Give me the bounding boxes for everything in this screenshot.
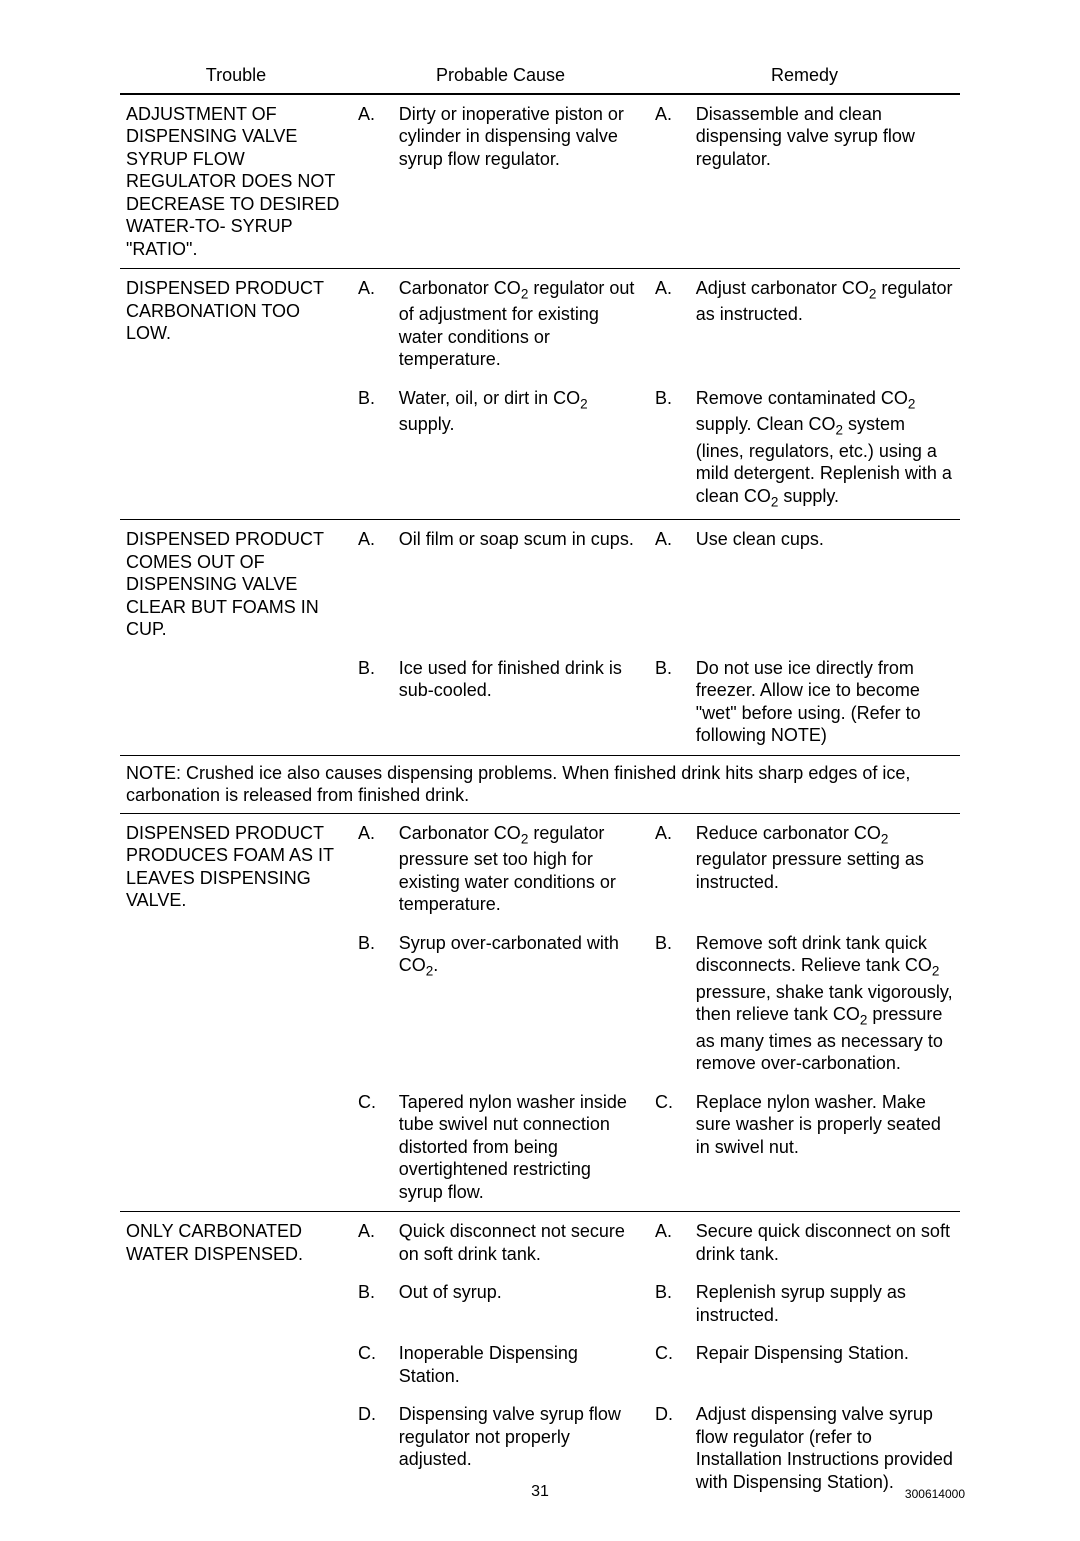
cause-cell: Carbonator CO2 regulator out of adjustme…: [393, 269, 649, 379]
cause-letter: B.: [352, 649, 393, 756]
table-row: DISPENSED PRODUCT COMES OUT OF DISPENSIN…: [120, 520, 960, 649]
cause-cell: Water, oil, or dirt in CO2 supply.: [393, 379, 649, 520]
table-row: B.Syrup over-carbonated with CO2.B.Remov…: [120, 924, 960, 1083]
cause-letter: A.: [352, 94, 393, 269]
table-row: ADJUSTMENT OF DISPENSING VALVE SYRUP FLO…: [120, 94, 960, 269]
trouble-cell: [120, 924, 352, 1083]
header-remedy: Remedy: [649, 60, 960, 94]
remedy-letter: A.: [649, 813, 690, 923]
table-row: DISPENSED PRODUCT CARBONATION TOO LOW.A.…: [120, 269, 960, 379]
remedy-letter: B.: [649, 379, 690, 520]
remedy-cell: Replace nylon washer. Make sure washer i…: [690, 1083, 960, 1212]
remedy-cell: Repair Dispensing Station.: [690, 1334, 960, 1395]
trouble-cell: [120, 649, 352, 756]
cause-letter: C.: [352, 1334, 393, 1395]
remedy-cell: Disassemble and clean dispensing valve s…: [690, 94, 960, 269]
header-cause: Probable Cause: [352, 60, 649, 94]
cause-cell: Ice used for finished drink is sub-coole…: [393, 649, 649, 756]
cause-letter: C.: [352, 1083, 393, 1212]
remedy-letter: A.: [649, 1212, 690, 1274]
cause-letter: B.: [352, 379, 393, 520]
cause-letter: A.: [352, 520, 393, 649]
remedy-cell: Secure quick disconnect on soft drink ta…: [690, 1212, 960, 1274]
cause-letter: B.: [352, 924, 393, 1083]
remedy-letter: A.: [649, 520, 690, 649]
cause-cell: Tapered nylon washer inside tube swivel …: [393, 1083, 649, 1212]
cause-cell: Quick disconnect not secure on soft drin…: [393, 1212, 649, 1274]
remedy-cell: Remove soft drink tank quick disconnects…: [690, 924, 960, 1083]
trouble-cell: ADJUSTMENT OF DISPENSING VALVE SYRUP FLO…: [120, 94, 352, 269]
remedy-letter: C.: [649, 1083, 690, 1212]
cause-cell: Oil film or soap scum in cups.: [393, 520, 649, 649]
remedy-cell: Remove contaminated CO2 supply. Clean CO…: [690, 379, 960, 520]
trouble-cell: [120, 1334, 352, 1395]
table-row: B.Water, oil, or dirt in CO2 supply.B.Re…: [120, 379, 960, 520]
trouble-cell: [120, 1083, 352, 1212]
remedy-cell: Replenish syrup supply as instructed.: [690, 1273, 960, 1334]
cause-cell: Inoperable Dispensing Station.: [393, 1334, 649, 1395]
table-body: ADJUSTMENT OF DISPENSING VALVE SYRUP FLO…: [120, 94, 960, 1502]
cause-cell: Out of syrup.: [393, 1273, 649, 1334]
remedy-letter: B.: [649, 924, 690, 1083]
table-row: C.Inoperable Dispensing Station.C.Repair…: [120, 1334, 960, 1395]
remedy-letter: B.: [649, 649, 690, 756]
table-row: ONLY CARBONATED WATER DISPENSED.A.Quick …: [120, 1212, 960, 1274]
cause-letter: A.: [352, 813, 393, 923]
remedy-letter: B.: [649, 1273, 690, 1334]
remedy-cell: Use clean cups.: [690, 520, 960, 649]
remedy-letter: A.: [649, 94, 690, 269]
trouble-cell: ONLY CARBONATED WATER DISPENSED.: [120, 1212, 352, 1274]
document-number: 300614000: [905, 1487, 965, 1501]
remedy-letter: A.: [649, 269, 690, 379]
table-row: B.Out of syrup.B.Replenish syrup supply …: [120, 1273, 960, 1334]
trouble-cell: DISPENSED PRODUCT CARBONATION TOO LOW.: [120, 269, 352, 379]
note-cell: NOTE: Crushed ice also causes dispensing…: [120, 755, 960, 813]
remedy-cell: Reduce carbonator CO2 regulator pressure…: [690, 813, 960, 923]
trouble-cell: [120, 1273, 352, 1334]
remedy-letter: C.: [649, 1334, 690, 1395]
table-header: Trouble Probable Cause Remedy: [120, 60, 960, 94]
trouble-cell: DISPENSED PRODUCT PRODUCES FOAM AS IT LE…: [120, 813, 352, 923]
remedy-cell: Do not use ice directly from freezer. Al…: [690, 649, 960, 756]
table-row: C.Tapered nylon washer inside tube swive…: [120, 1083, 960, 1212]
header-trouble: Trouble: [120, 60, 352, 94]
cause-letter: A.: [352, 269, 393, 379]
trouble-cell: [120, 379, 352, 520]
cause-cell: Dirty or inoperative piston or cylinder …: [393, 94, 649, 269]
table-row: B.Ice used for finished drink is sub-coo…: [120, 649, 960, 756]
cause-letter: B.: [352, 1273, 393, 1334]
troubleshooting-table: Trouble Probable Cause Remedy ADJUSTMENT…: [120, 60, 960, 1501]
cause-letter: A.: [352, 1212, 393, 1274]
cause-cell: Carbonator CO2 regulator pressure set to…: [393, 813, 649, 923]
cause-cell: Syrup over-carbonated with CO2.: [393, 924, 649, 1083]
note-row: NOTE: Crushed ice also causes dispensing…: [120, 755, 960, 813]
table-row: DISPENSED PRODUCT PRODUCES FOAM AS IT LE…: [120, 813, 960, 923]
remedy-cell: Adjust carbonator CO2 regulator as instr…: [690, 269, 960, 379]
trouble-cell: DISPENSED PRODUCT COMES OUT OF DISPENSIN…: [120, 520, 352, 649]
